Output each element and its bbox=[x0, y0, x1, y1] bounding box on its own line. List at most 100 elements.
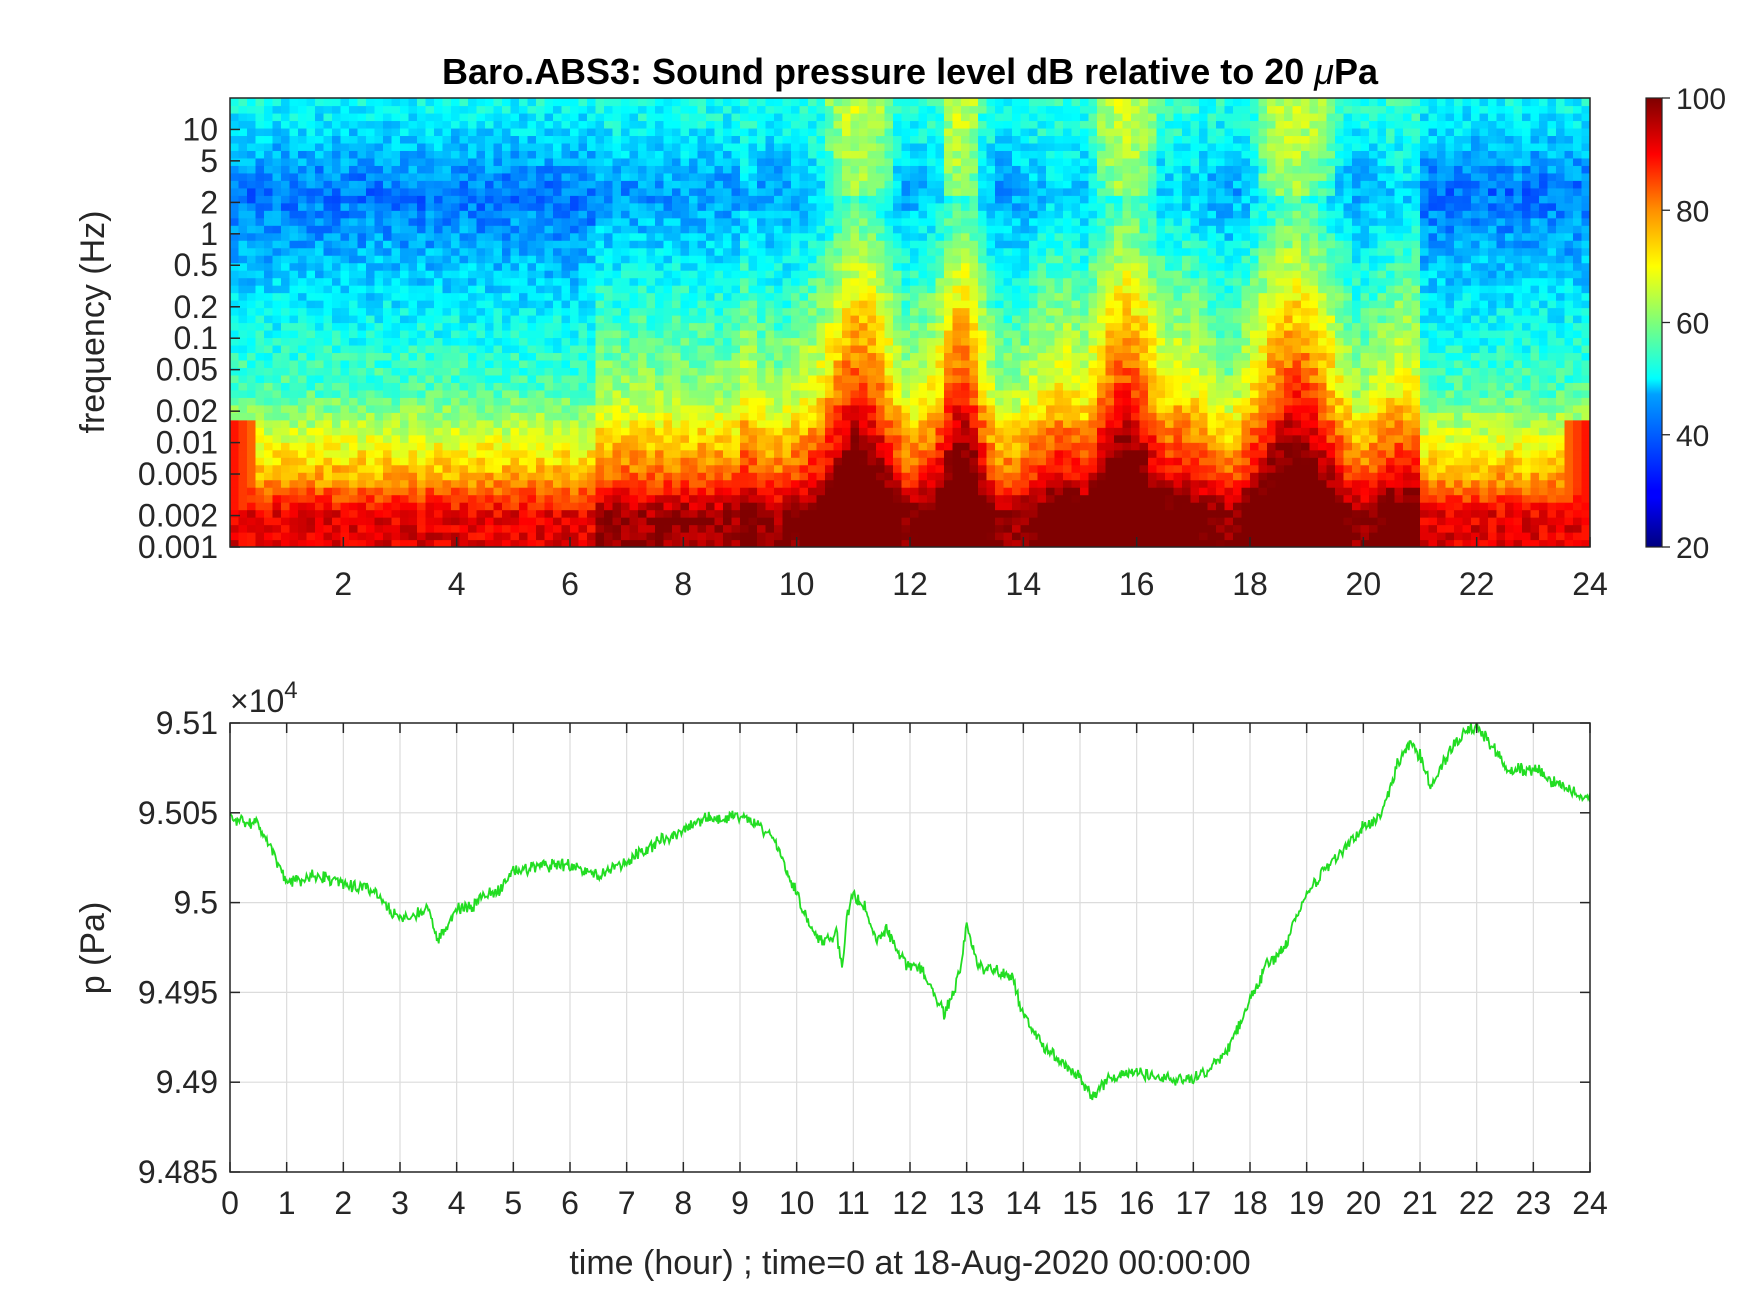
spectrogram-cell bbox=[391, 344, 401, 354]
spectrogram-cell bbox=[255, 374, 265, 383]
spectrogram-cell bbox=[595, 419, 605, 428]
spectrogram-cell bbox=[867, 172, 877, 181]
spectrogram-cell bbox=[298, 532, 308, 541]
spectrogram-cell bbox=[825, 382, 835, 391]
spectrogram-cell bbox=[383, 479, 393, 488]
spectrogram-cell bbox=[842, 434, 852, 443]
spectrogram-cell bbox=[544, 150, 554, 159]
spectrogram-cell bbox=[536, 135, 546, 144]
spectrogram-cell bbox=[519, 472, 529, 481]
spectrogram-cell bbox=[723, 210, 733, 219]
spectrogram-cell bbox=[281, 427, 291, 436]
spectrogram-cell bbox=[774, 315, 784, 324]
spectrogram-cell bbox=[383, 322, 393, 331]
spectrogram-cell bbox=[859, 247, 869, 256]
spectrogram-cell bbox=[519, 292, 529, 301]
spectrogram-cell bbox=[230, 464, 240, 473]
spectrogram-cell bbox=[689, 300, 699, 309]
spectrogram-cell bbox=[587, 112, 597, 122]
spectrogram-cell bbox=[714, 187, 724, 196]
spectrogram-cell bbox=[646, 389, 656, 398]
spectrogram-cell bbox=[808, 539, 818, 547]
spectrogram-cell bbox=[544, 419, 554, 428]
spectrogram-cell bbox=[765, 509, 775, 518]
spectrogram-cell bbox=[774, 412, 784, 421]
spectrogram-cell bbox=[825, 457, 835, 466]
spectrogram-cell bbox=[349, 270, 359, 279]
spectrogram-cell bbox=[799, 382, 809, 391]
spectrogram-cell bbox=[621, 187, 631, 196]
spectrogram-cell bbox=[536, 352, 546, 361]
spectrogram-cell bbox=[476, 285, 486, 294]
spectrogram-cell bbox=[918, 210, 928, 219]
spectrogram-cell bbox=[842, 509, 852, 518]
spectrogram-cell bbox=[306, 382, 316, 391]
spectrogram-cell bbox=[502, 494, 512, 503]
spectrogram-cell bbox=[765, 150, 775, 159]
spectrogram-cell bbox=[272, 502, 282, 511]
spectrogram-cell bbox=[876, 195, 886, 204]
spectrogram-cell bbox=[927, 300, 937, 309]
spectrogram-cell bbox=[910, 127, 920, 137]
spectrogram-cell bbox=[544, 502, 554, 511]
spectrogram-cell bbox=[238, 285, 248, 294]
spectrogram-cell bbox=[799, 232, 809, 241]
spectrogram-cell bbox=[332, 367, 342, 376]
spectrogram-cell bbox=[442, 127, 452, 137]
spectrogram-cell bbox=[638, 255, 648, 264]
spectrogram-cell bbox=[833, 240, 843, 249]
spectrogram-cell bbox=[306, 105, 316, 114]
spectrogram-cell bbox=[357, 262, 367, 271]
spectrogram-cell bbox=[374, 434, 384, 443]
spectrogram-cell bbox=[255, 427, 265, 436]
spectrogram-cell bbox=[646, 150, 656, 159]
spectrogram-cell bbox=[910, 517, 920, 526]
spectrogram-cell bbox=[629, 539, 639, 547]
spectrogram-cell bbox=[791, 382, 801, 391]
spectrogram-cell bbox=[230, 255, 240, 264]
spectrogram-cell bbox=[723, 352, 733, 361]
spectrogram-cell bbox=[697, 494, 707, 503]
spectrogram-cell bbox=[561, 292, 571, 301]
spectrogram-cell bbox=[672, 532, 682, 541]
spectrogram-cell bbox=[748, 255, 758, 264]
spectrogram-cell bbox=[502, 307, 512, 316]
spectrogram-cell bbox=[893, 270, 903, 279]
spectrogram-cell bbox=[340, 464, 350, 473]
spectrogram-cell bbox=[425, 120, 435, 129]
spectrogram-cell bbox=[476, 105, 486, 114]
spectrogram-cell bbox=[553, 165, 563, 174]
spectrogram-cell bbox=[493, 285, 503, 294]
spectrogram-cell bbox=[918, 322, 928, 331]
spectrogram-cell bbox=[485, 322, 495, 331]
spectrogram-cell bbox=[425, 232, 435, 241]
spectrogram-cell bbox=[765, 517, 775, 526]
spectrogram-cell bbox=[383, 157, 393, 166]
spectrogram-cell bbox=[587, 187, 597, 196]
spectrogram-cell bbox=[357, 300, 367, 309]
spectrogram-cell bbox=[808, 449, 818, 458]
spectrogram-cell bbox=[349, 105, 359, 114]
spectrogram-cell bbox=[272, 180, 282, 189]
spectrogram-cell bbox=[349, 195, 359, 204]
spectrogram-cell bbox=[238, 509, 248, 518]
spectrogram-cell bbox=[604, 270, 614, 279]
spectrogram-cell bbox=[578, 135, 588, 144]
spectrogram-cell bbox=[799, 315, 809, 324]
spectrogram-cell bbox=[706, 262, 716, 271]
spectrogram-cell bbox=[816, 142, 826, 151]
spectrogram-cell bbox=[825, 374, 835, 383]
spectrogram-cell bbox=[621, 419, 631, 428]
spectrogram-cell bbox=[697, 352, 707, 361]
spectrogram-cell bbox=[808, 442, 818, 451]
spectrogram-cell bbox=[714, 419, 724, 428]
spectrogram-cell bbox=[561, 120, 571, 129]
spectrogram-cell bbox=[714, 532, 724, 541]
spectrogram-cell bbox=[689, 427, 699, 436]
spectrogram-cell bbox=[425, 240, 435, 249]
spectrogram-cell bbox=[272, 419, 282, 428]
spectrogram-cell bbox=[595, 142, 605, 151]
spectrogram-cell bbox=[587, 232, 597, 241]
spectrogram-cell bbox=[247, 442, 257, 451]
spectrogram-cell bbox=[349, 255, 359, 264]
